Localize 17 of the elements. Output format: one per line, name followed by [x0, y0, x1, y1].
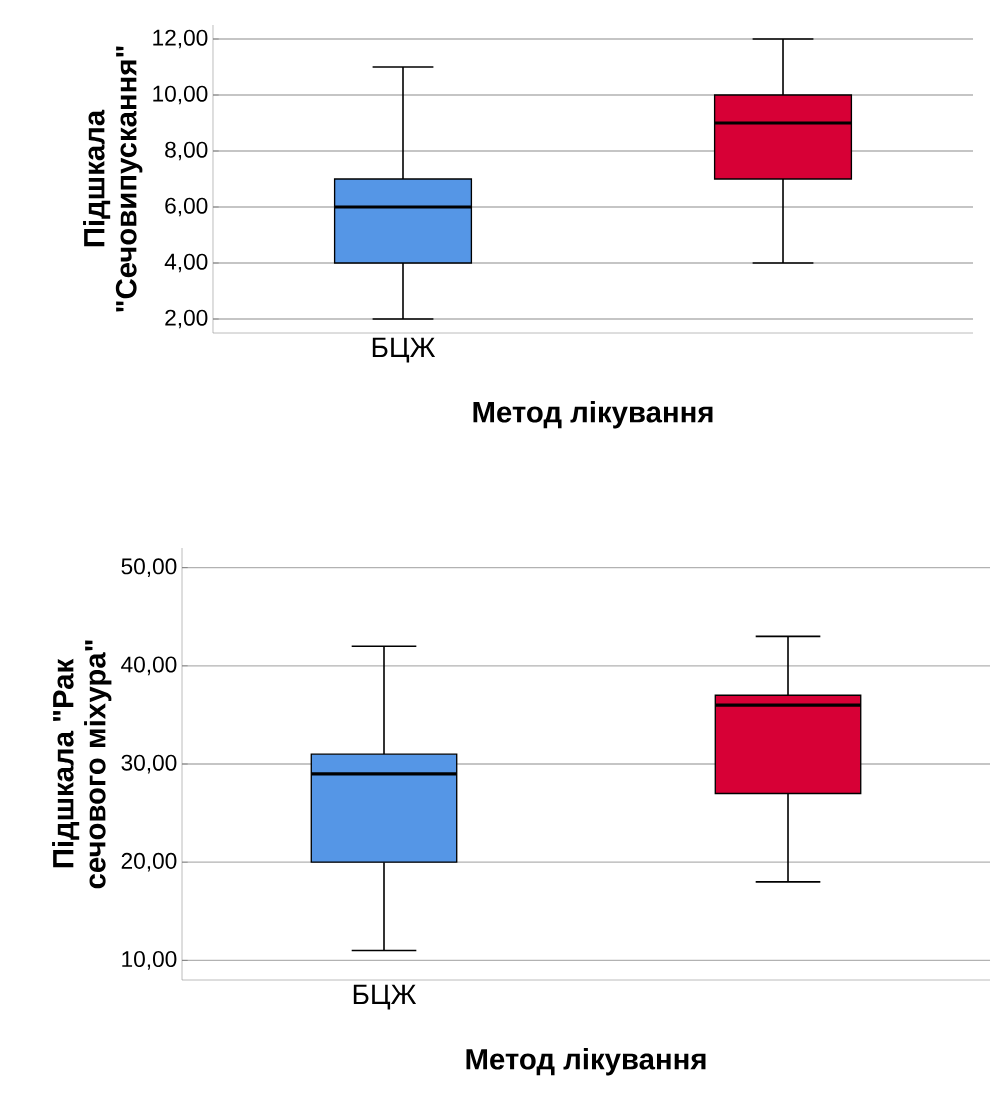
y-tick-label: 6,00	[165, 197, 208, 217]
x-tick-label: БЦЖ	[372, 337, 436, 363]
y-tick-label: 10,00	[153, 85, 208, 105]
y-tick-label: 50,00	[121, 558, 177, 578]
y-tick-label: 20,00	[121, 852, 177, 872]
y-tick-label: 30,00	[121, 754, 177, 774]
y-tick-label: 2,00	[165, 309, 208, 329]
y-axis-title: Підшкала "Рак сечового міхура"	[52, 640, 112, 889]
y-axis-title: Підшкала "Сечовипускання"	[83, 46, 143, 312]
y-tick-label: 12,00	[153, 29, 208, 49]
y-tick-label: 40,00	[121, 656, 177, 676]
y-tick-label: 8,00	[165, 141, 208, 161]
x-tick-label: БЦЖ	[353, 984, 417, 1010]
y-tick-label: 4,00	[164, 253, 208, 273]
x-axis-title: Метод лікування	[466, 1048, 706, 1076]
x-axis-title: Метод лікування	[473, 401, 713, 429]
y-tick-label: 10,00	[122, 951, 177, 970]
